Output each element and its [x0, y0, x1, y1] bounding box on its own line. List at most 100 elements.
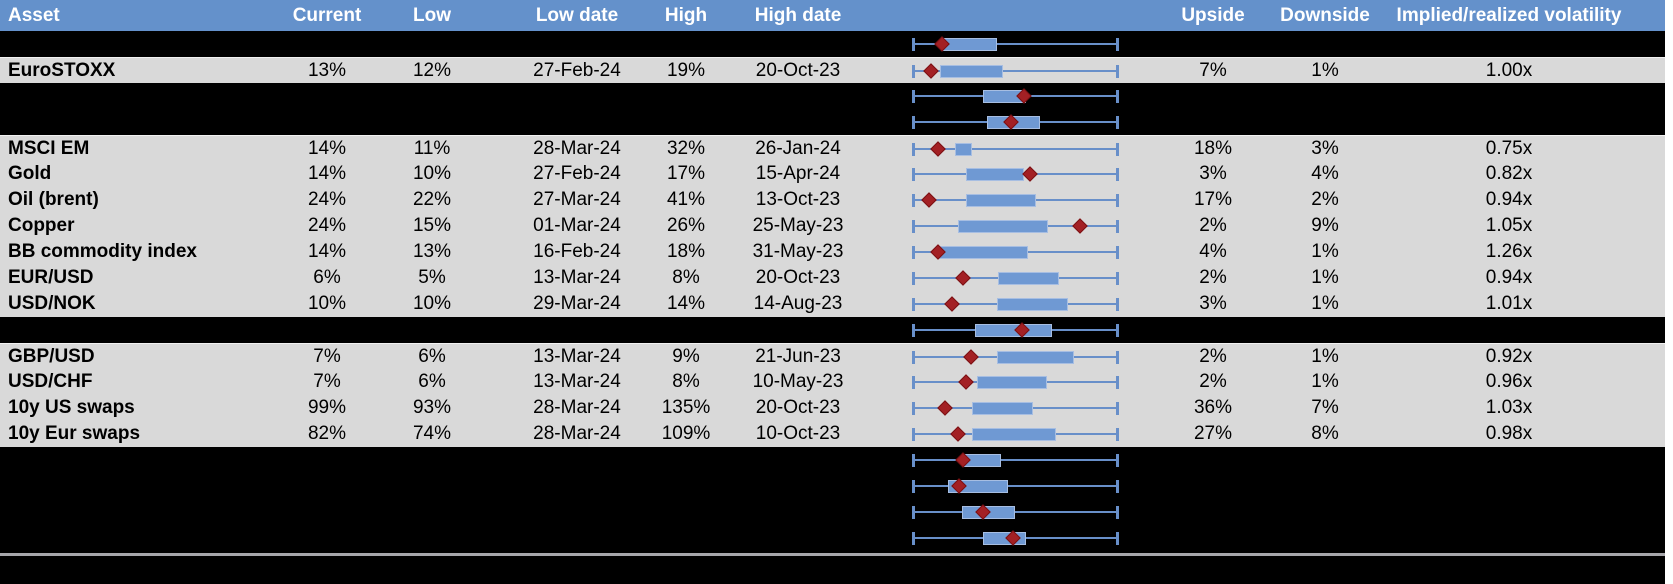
downside-cell: 3%	[1311, 137, 1339, 159]
whisker-cap-right	[1116, 532, 1119, 545]
implied-realized-vol-cell	[1394, 31, 1624, 57]
table-row: 10y Eur swaps 82% 74% 28-Mar-24 109% 10-…	[0, 421, 1665, 447]
whisker-cap-right	[1116, 480, 1119, 493]
table-row: EuroSTOXX 13% 12% 27-Feb-24 19% 20-Oct-2…	[0, 57, 1665, 83]
low-cell	[387, 31, 477, 57]
implied-realized-vol-cell: 1.05x	[1485, 215, 1533, 236]
high-cell: 18%	[666, 241, 706, 262]
low-date-cell: 13-Mar-24	[533, 267, 621, 288]
downside-cell: 1%	[1311, 371, 1339, 392]
high-cell	[641, 499, 731, 525]
table-row: BB commodity index 14% 13% 16-Feb-24 18%…	[0, 239, 1665, 265]
current-cell: 13%	[307, 59, 347, 81]
interquartile-box	[966, 194, 1036, 207]
whisker-cap-right	[1116, 246, 1119, 259]
low-cell: 11%	[413, 137, 451, 159]
interquartile-box	[972, 428, 1057, 441]
interquartile-box	[972, 402, 1033, 415]
current-cell	[282, 499, 372, 525]
low-cell	[387, 83, 477, 109]
whisker-cap-left	[912, 116, 915, 129]
asset-cell	[8, 31, 278, 57]
whisker-cap-right	[1116, 220, 1119, 233]
asset-cell: EUR/USD	[8, 267, 94, 288]
whisker-cap-right	[1116, 402, 1119, 415]
asset-cell	[8, 499, 278, 525]
upside-cell: 27%	[1193, 423, 1233, 444]
interquartile-box	[997, 351, 1074, 364]
whisker-cap-right	[1116, 38, 1119, 51]
current-cell: 82%	[307, 423, 347, 444]
high-date-cell	[733, 499, 863, 525]
table-row: EUR/USD 6% 5% 13-Mar-24 8% 20-Oct-23 2% …	[0, 265, 1665, 291]
upside-cell: 2%	[1199, 345, 1227, 367]
current-cell	[282, 109, 372, 135]
asset-cell: Copper	[8, 215, 75, 236]
current-cell: 14%	[307, 163, 347, 184]
downside-cell	[1262, 525, 1388, 551]
whisker-cap-right	[1116, 428, 1119, 441]
interquartile-box	[998, 272, 1059, 285]
implied-realized-vol-cell: 1.03x	[1485, 397, 1533, 418]
interquartile-box	[955, 143, 973, 156]
asset-cell: Oil (brent)	[8, 189, 99, 210]
implied-realized-vol-cell: 0.92x	[1485, 345, 1533, 367]
upside-cell: 3%	[1199, 293, 1227, 314]
low-cell	[387, 447, 477, 473]
asset-cell: USD/NOK	[8, 293, 96, 314]
current-cell: 24%	[307, 215, 347, 236]
downside-cell: 1%	[1311, 293, 1339, 314]
column-header-current: Current	[292, 4, 362, 26]
asset-cell: GBP/USD	[8, 345, 95, 367]
upside-cell: 36%	[1193, 397, 1233, 418]
column-header-implied-realized-volatility: Implied/realized volatility	[1396, 4, 1622, 26]
whisker-cap-right	[1116, 506, 1119, 519]
whisker-cap-right	[1116, 168, 1119, 181]
asset-cell: Gold	[8, 163, 52, 184]
asset-cell	[8, 525, 278, 551]
downside-cell: 1%	[1311, 241, 1339, 262]
whisker-cap-right	[1116, 65, 1119, 78]
high-date-cell	[733, 473, 863, 499]
low-date-cell: 01-Mar-24	[533, 215, 621, 236]
low-cell: 22%	[412, 189, 452, 210]
table-row	[0, 447, 1665, 473]
low-cell: 10%	[412, 293, 452, 314]
interquartile-box	[941, 38, 998, 51]
table-row: Oil (brent) 24% 22% 27-Mar-24 41% 13-Oct…	[0, 187, 1665, 213]
whisker-line	[913, 511, 1118, 513]
table-row: Copper 24% 15% 01-Mar-24 26% 25-May-23 2…	[0, 213, 1665, 239]
low-cell	[387, 317, 477, 343]
current-cell	[282, 525, 372, 551]
high-cell: 41%	[666, 189, 706, 210]
asset-cell: BB commodity index	[8, 241, 197, 262]
whisker-cap-right	[1116, 324, 1119, 337]
high-cell: 14%	[666, 293, 706, 314]
upside-cell: 7%	[1199, 59, 1227, 81]
low-cell: 6%	[418, 371, 446, 392]
high-date-cell: 20-Oct-23	[755, 59, 841, 81]
current-cell: 10%	[307, 293, 347, 314]
downside-cell	[1262, 109, 1388, 135]
low-date-cell	[512, 109, 642, 135]
asset-cell: EuroSTOXX	[8, 59, 116, 81]
whisker-cap-left	[912, 532, 915, 545]
high-cell	[641, 109, 731, 135]
upside-cell	[1163, 473, 1263, 499]
low-cell	[387, 473, 477, 499]
high-date-cell	[733, 83, 863, 109]
low-date-cell: 13-Mar-24	[533, 345, 621, 367]
column-header-high: High	[664, 4, 708, 26]
low-cell	[387, 525, 477, 551]
whisker-line	[913, 459, 1118, 461]
whisker-line	[913, 485, 1118, 487]
high-cell: 26%	[666, 215, 706, 236]
high-date-cell: 14-Aug-23	[753, 293, 843, 314]
implied-realized-vol-cell	[1394, 109, 1624, 135]
table-row: GBP/USD 7% 6% 13-Mar-24 9% 21-Jun-23 2% …	[0, 343, 1665, 369]
current-level-diamond-icon	[923, 63, 940, 79]
table-row: USD/NOK 10% 10% 29-Mar-24 14% 14-Aug-23 …	[0, 291, 1665, 317]
low-date-cell	[512, 31, 642, 57]
table-row: 10y US swaps 99% 93% 28-Mar-24 135% 20-O…	[0, 395, 1665, 421]
